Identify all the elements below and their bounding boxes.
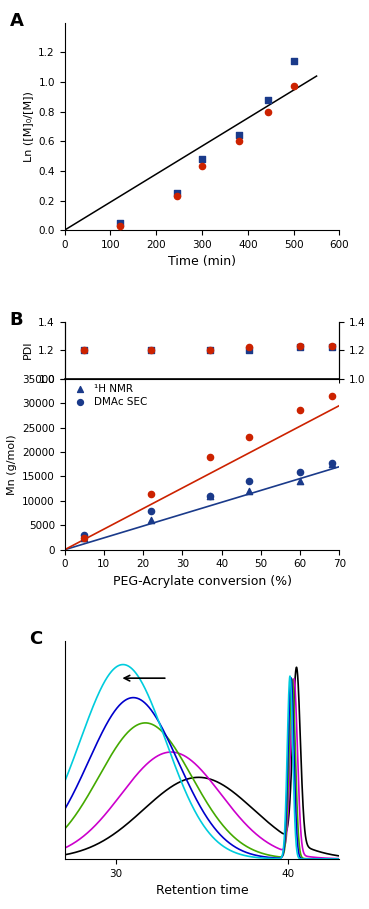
Point [246, 484, 252, 498]
Point [236, 128, 242, 143]
Point [266, 105, 272, 119]
Point [207, 450, 213, 464]
Point [81, 528, 87, 543]
Point [81, 343, 87, 357]
Point [297, 474, 303, 488]
Point [117, 218, 123, 233]
Point [174, 189, 180, 204]
Point [174, 185, 180, 200]
Text: B: B [10, 312, 23, 329]
Point [148, 486, 154, 501]
Point [329, 338, 335, 353]
Point [297, 338, 303, 353]
Point [207, 489, 213, 504]
Point [117, 215, 123, 230]
X-axis label: Retention time: Retention time [156, 884, 248, 897]
Y-axis label: Ln ([M]₀/[M]): Ln ([M]₀/[M]) [23, 91, 33, 162]
Point [291, 54, 297, 68]
Point [148, 504, 154, 518]
Legend: ¹H NMR, DMAc SEC: ¹H NMR, DMAc SEC [70, 384, 147, 407]
Point [246, 430, 252, 445]
Point [329, 455, 335, 470]
Point [329, 340, 335, 355]
Point [297, 340, 303, 355]
Point [266, 93, 272, 107]
Text: C: C [29, 630, 42, 648]
Y-axis label: Mn (g/mol): Mn (g/mol) [7, 434, 17, 494]
Point [329, 457, 335, 472]
Point [246, 343, 252, 357]
Point [207, 343, 213, 357]
Point [81, 530, 87, 544]
Point [148, 343, 154, 357]
Point [329, 388, 335, 403]
Point [246, 474, 252, 488]
Point [297, 404, 303, 418]
Point [148, 514, 154, 528]
X-axis label: Time (min): Time (min) [168, 255, 236, 268]
Text: A: A [10, 13, 24, 30]
Point [236, 134, 242, 148]
Point [207, 489, 213, 504]
X-axis label: PEG-Acrylate conversion (%): PEG-Acrylate conversion (%) [113, 575, 292, 588]
Point [297, 464, 303, 479]
Point [291, 79, 297, 94]
Y-axis label: PDI: PDI [23, 341, 33, 359]
Point [81, 343, 87, 357]
Point [148, 343, 154, 357]
Point [246, 340, 252, 355]
Point [199, 159, 205, 174]
Point [207, 343, 213, 357]
Point [199, 152, 205, 166]
Point [81, 530, 87, 544]
